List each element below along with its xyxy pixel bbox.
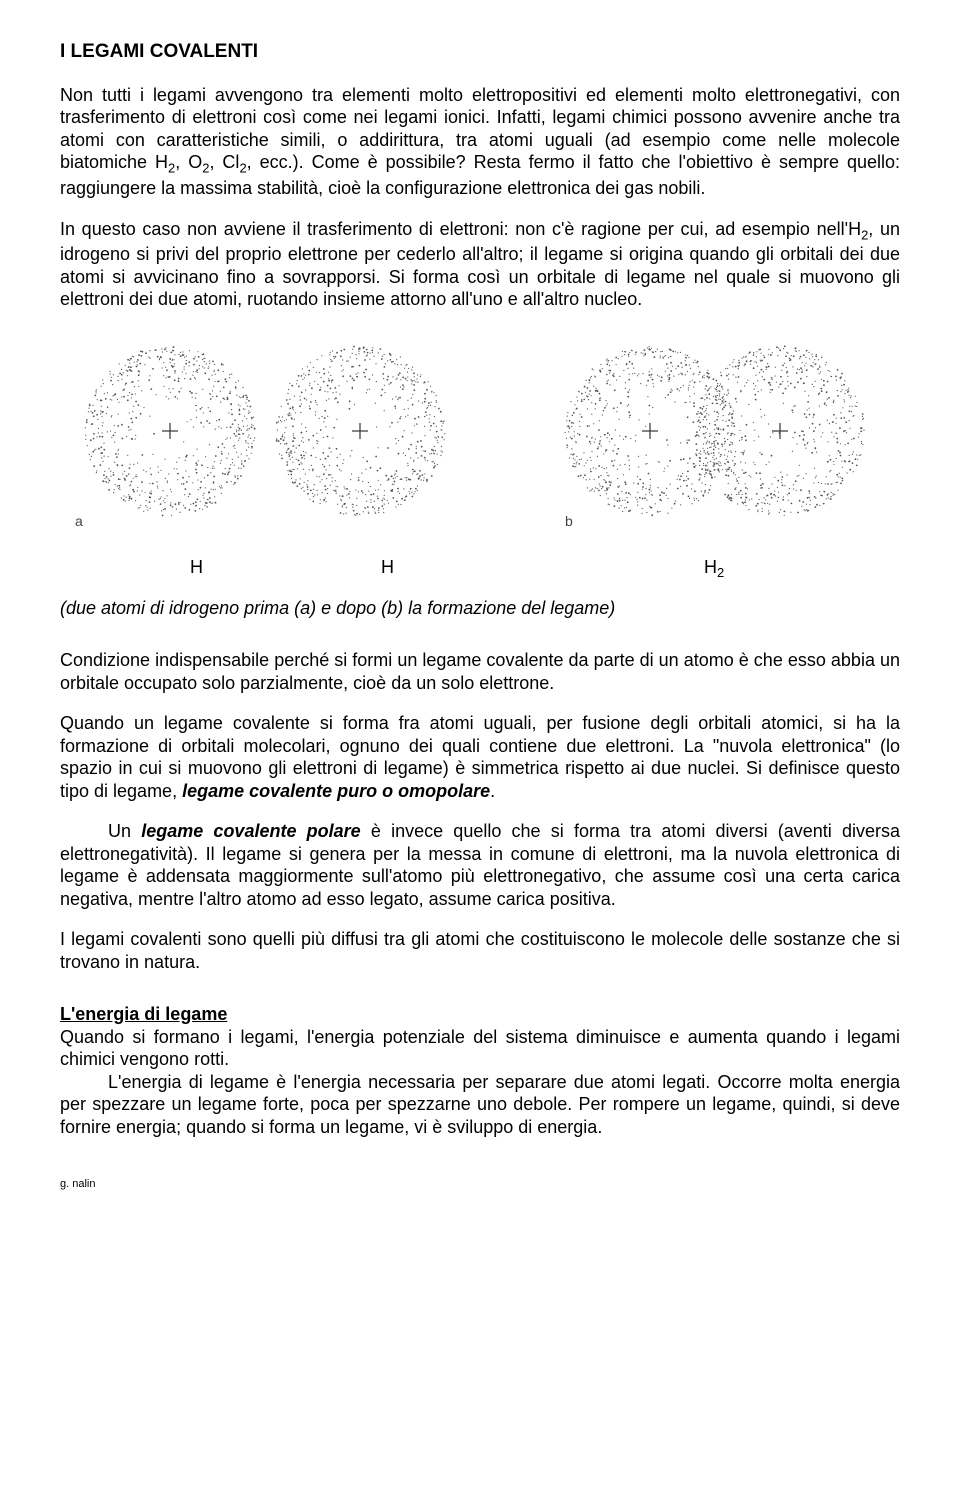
para-1-c: , Cl (209, 152, 239, 172)
diagram-label-b: b (565, 513, 573, 529)
para-1-b: , O (175, 152, 202, 172)
para-7: Quando si formano i legami, l'energia po… (60, 1026, 900, 1071)
para-3: Condizione indispensabile perché si form… (60, 649, 900, 694)
term-covalente-polare: legame covalente polare (141, 821, 360, 841)
label-h-2: H (381, 556, 394, 582)
section-energia-title: L'energia di legame (60, 1004, 227, 1024)
subscript-cl2: 2 (239, 161, 246, 176)
para-8: L'energia di legame è l'energia necessar… (60, 1071, 900, 1139)
orbital-diagram: a b (60, 331, 900, 531)
diagram-caption: (due atomi di idrogeno prima (a) e dopo … (60, 597, 900, 620)
section-energia: L'energia di legame Quando si formano i … (60, 1003, 900, 1138)
label-h-1: H (190, 556, 203, 582)
page-title: I LEGAMI COVALENTI (60, 40, 900, 64)
orbital-diagram-svg: a b (60, 331, 900, 531)
para-2-a: In questo caso non avviene il trasferime… (60, 219, 861, 239)
para-5: Un legame covalente polare è invece quel… (60, 820, 900, 910)
diagram-label-a: a (75, 513, 83, 529)
para-2: In questo caso non avviene il trasferime… (60, 218, 900, 311)
para-5-a: Un (108, 821, 141, 841)
page-footer: g. nalin (60, 1178, 900, 1192)
para-1: Non tutti i legami avvengono tra element… (60, 84, 900, 200)
para-4: Quando un legame covalente si forma fra … (60, 712, 900, 802)
para-6: I legami covalenti sono quelli più diffu… (60, 928, 900, 973)
term-covalente-puro: legame covalente puro o omopolare (177, 781, 490, 801)
label-h2: H2 (704, 556, 724, 582)
atom-labels-row: H H H2 (60, 556, 900, 582)
